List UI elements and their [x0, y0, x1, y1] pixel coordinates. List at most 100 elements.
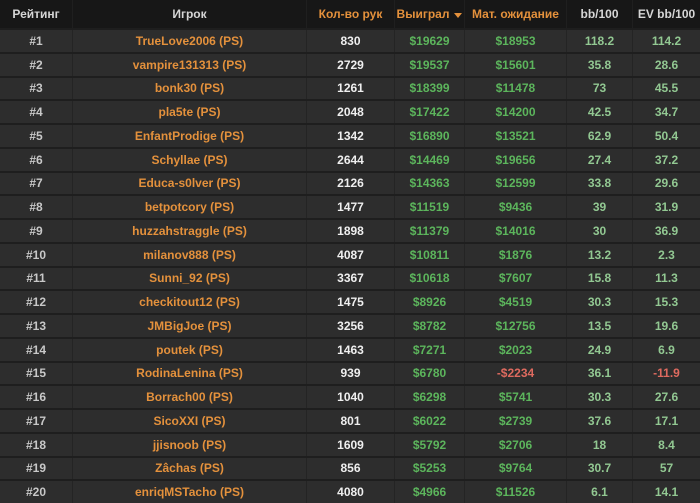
won-cell: $14469 [395, 148, 465, 171]
hands-cell: 939 [307, 362, 395, 385]
expectation-cell: -$2234 [465, 362, 567, 385]
won-cell: $6298 [395, 386, 465, 408]
column-header-hands[interactable]: Кол-во рук [307, 0, 395, 28]
player-link[interactable]: betpotcory (PS) [73, 196, 307, 218]
rank-cell: #1 [0, 30, 73, 52]
won-cell: $8926 [395, 291, 465, 313]
player-link[interactable]: Educa-s0lver (PS) [73, 172, 307, 195]
hands-cell: 2048 [307, 101, 395, 123]
expectation-cell: $13521 [465, 125, 567, 147]
expectation-cell: $11478 [465, 77, 567, 100]
player-link[interactable]: SicoXXI (PS) [73, 410, 307, 432]
ev-bb100-cell: 45.5 [654, 81, 679, 96]
ev-bb100-cell: 17.1 [654, 413, 679, 428]
column-header-bb100[interactable]: bb/100 [567, 0, 633, 28]
rank-cell: #19 [0, 457, 73, 480]
rank-cell: #2 [0, 53, 73, 76]
bb100-cell: 73 [567, 77, 633, 100]
player-link[interactable]: JMBigJoe (PS) [73, 315, 307, 337]
table-row: #8 betpotcory (PS) 1477 $11519 $9436 39 … [0, 194, 700, 218]
player-link[interactable]: milanov888 (PS) [73, 243, 307, 266]
won-cell: $11379 [395, 220, 465, 242]
ev-bb100-cell: 29.6 [654, 176, 679, 191]
bb100-cell: 118.2 [567, 30, 633, 52]
won-cell: $4966 [395, 481, 465, 503]
expectation-cell: $1876 [465, 243, 567, 266]
player-link[interactable]: vampire131313 (PS) [73, 53, 307, 76]
bb100-cell: 30 [567, 220, 633, 242]
column-header-expectation[interactable]: Мат. ожидание [465, 0, 567, 28]
ev-bb100-cell: 28.6 [654, 57, 679, 72]
player-link[interactable]: huzzahstraggle (PS) [73, 220, 307, 242]
rank-cell: #9 [0, 220, 73, 242]
column-header-label: Кол-во рук [318, 7, 383, 21]
table-row: #20 enriqMSTacho (PS) 4080 $4966 $11526 … [0, 479, 700, 503]
ev-bb100-cell: 37.2 [654, 152, 679, 167]
ev-bb100-cell: 114.2 [651, 33, 682, 48]
player-link[interactable]: enriqMSTacho (PS) [73, 481, 307, 503]
won-cell: $16890 [395, 125, 465, 147]
ev-bb100-cell: 27.6 [654, 390, 679, 405]
table-row: #17 SicoXXI (PS) 801 $6022 $2739 37.6 17… [0, 408, 700, 432]
table-row: #14 poutek (PS) 1463 $7271 $2023 24.9 6.… [0, 336, 700, 361]
table-row: #4 pla5te (PS) 2048 $17422 $14200 42.5 3… [0, 99, 700, 123]
player-link[interactable]: Sunni_92 (PS) [73, 267, 307, 290]
table-header: Рейтинг Игрок Кол-во рук Выиграл Мат. ож… [0, 0, 700, 28]
bb100-cell: 30.7 [567, 457, 633, 480]
player-link[interactable]: RodinaLenina (PS) [73, 362, 307, 385]
rank-cell: #17 [0, 410, 73, 432]
rank-cell: #6 [0, 148, 73, 171]
ev-bb100-cell: 6.9 [658, 342, 675, 357]
expectation-cell: $11526 [465, 481, 567, 503]
won-cell: $6022 [395, 410, 465, 432]
won-cell: $19629 [395, 30, 465, 52]
bb100-cell: 30.3 [567, 386, 633, 408]
expectation-cell: $4519 [465, 291, 567, 313]
table-row: #13 JMBigJoe (PS) 3256 $8782 $12756 13.5… [0, 313, 700, 337]
won-cell: $6780 [395, 362, 465, 385]
rank-cell: #4 [0, 101, 73, 123]
bb100-cell: 39 [567, 196, 633, 218]
bb100-cell: 13.2 [567, 243, 633, 266]
won-cell: $19537 [395, 53, 465, 76]
ev-bb100-cell: 14.1 [654, 485, 679, 500]
bb100-cell: 62.9 [567, 125, 633, 147]
player-link[interactable]: TrueLove2006 (PS) [73, 30, 307, 52]
player-link[interactable]: EnfantProdige (PS) [73, 125, 307, 147]
column-header-label: Мат. ожидание [472, 7, 559, 21]
player-link[interactable]: bonk30 (PS) [73, 77, 307, 100]
hands-cell: 801 [307, 410, 395, 432]
column-header-rating[interactable]: Рейтинг [0, 0, 73, 28]
ev-bb100-cell: -11.9 [653, 366, 680, 381]
expectation-cell: $12756 [465, 315, 567, 337]
expectation-cell: $9764 [465, 457, 567, 480]
won-cell: $17422 [395, 101, 465, 123]
rank-cell: #15 [0, 362, 73, 385]
won-cell: $8782 [395, 315, 465, 337]
column-header-label: Выиграл [396, 7, 450, 21]
rank-cell: #8 [0, 196, 73, 218]
player-link[interactable]: checkitout12 (PS) [73, 291, 307, 313]
bb100-cell: 6.1 [567, 481, 633, 503]
bb100-cell: 24.9 [567, 338, 633, 361]
player-link[interactable]: pla5te (PS) [73, 101, 307, 123]
expectation-cell: $2739 [465, 410, 567, 432]
player-link[interactable]: Zâchas (PS) [73, 457, 307, 480]
hands-cell: 1609 [307, 433, 395, 456]
player-link[interactable]: poutek (PS) [73, 338, 307, 361]
sort-desc-icon [454, 12, 463, 18]
ev-bb100-cell: 2.3 [658, 247, 675, 262]
player-link[interactable]: Schyllae (PS) [73, 148, 307, 171]
column-header-player[interactable]: Игрок [73, 0, 307, 28]
player-link[interactable]: Borrach00 (PS) [73, 386, 307, 408]
expectation-cell: $2706 [465, 433, 567, 456]
rank-cell: #14 [0, 338, 73, 361]
player-link[interactable]: jjisnoob (PS) [73, 433, 307, 456]
expectation-cell: $12599 [465, 172, 567, 195]
column-header-won[interactable]: Выиграл [395, 0, 465, 28]
column-header-ev-bb100[interactable]: EV bb/100 [633, 0, 700, 28]
hands-cell: 1040 [307, 386, 395, 408]
table-row: #7 Educa-s0lver (PS) 2126 $14363 $12599 … [0, 170, 700, 195]
expectation-cell: $2023 [465, 338, 567, 361]
table-row: #2 vampire131313 (PS) 2729 $19537 $15601… [0, 51, 700, 76]
